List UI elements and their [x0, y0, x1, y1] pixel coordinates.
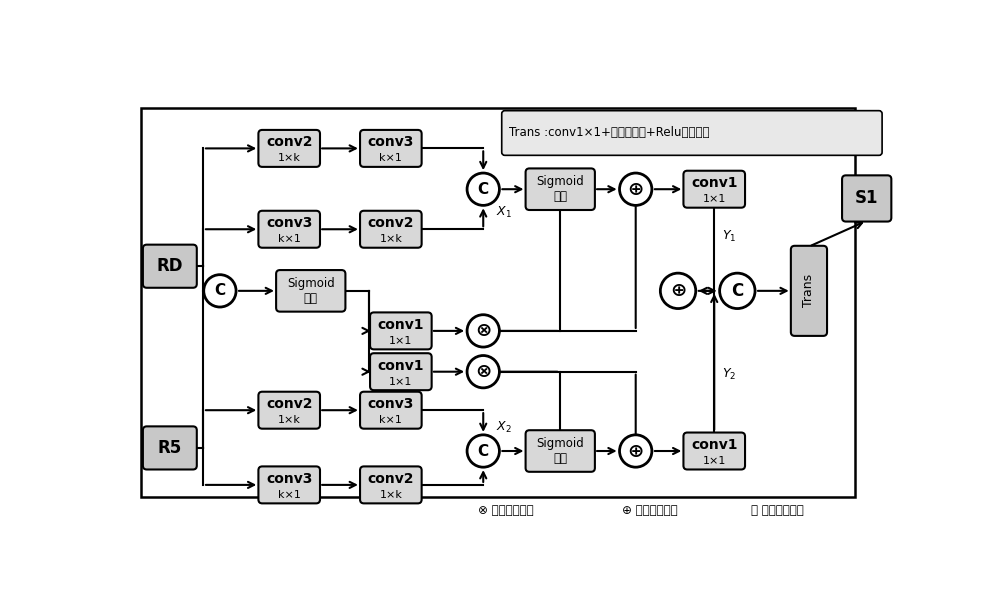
- Text: conv2: conv2: [368, 472, 414, 486]
- Text: conv2: conv2: [266, 136, 312, 149]
- Text: ⊕: ⊕: [670, 281, 686, 300]
- Text: conv2: conv2: [368, 216, 414, 230]
- Text: conv1: conv1: [691, 176, 737, 190]
- Text: conv3: conv3: [368, 397, 414, 411]
- Text: ⊗ 元素相乘操作: ⊗ 元素相乘操作: [478, 504, 533, 517]
- Text: C: C: [731, 282, 743, 300]
- Circle shape: [620, 435, 652, 467]
- FancyBboxPatch shape: [526, 168, 595, 210]
- Text: ⊕ 元素相加操纵: ⊕ 元素相加操纵: [622, 504, 677, 517]
- Text: C: C: [214, 283, 225, 298]
- Text: 1×k: 1×k: [379, 490, 402, 500]
- Text: Sigmoid
激活: Sigmoid 激活: [536, 175, 584, 203]
- Text: ⊗: ⊗: [475, 321, 491, 340]
- Text: C: C: [478, 181, 489, 197]
- FancyBboxPatch shape: [502, 111, 882, 155]
- FancyBboxPatch shape: [258, 466, 320, 503]
- Text: k×1: k×1: [278, 234, 301, 244]
- FancyBboxPatch shape: [360, 211, 422, 248]
- Circle shape: [467, 173, 499, 205]
- Text: 1×k: 1×k: [379, 234, 402, 244]
- Text: R5: R5: [158, 439, 182, 457]
- Text: $X_1$: $X_1$: [496, 205, 512, 220]
- Text: 1×1: 1×1: [703, 456, 726, 466]
- Text: 1×1: 1×1: [389, 336, 413, 346]
- FancyBboxPatch shape: [683, 171, 745, 208]
- Text: $Y_2$: $Y_2$: [722, 367, 736, 383]
- FancyBboxPatch shape: [258, 130, 320, 167]
- Text: conv1: conv1: [691, 438, 737, 452]
- Text: Sigmoid
激活: Sigmoid 激活: [287, 277, 335, 305]
- Circle shape: [720, 273, 755, 309]
- Text: C: C: [478, 443, 489, 459]
- FancyBboxPatch shape: [370, 353, 432, 390]
- Text: conv3: conv3: [266, 216, 312, 230]
- Circle shape: [467, 315, 499, 347]
- Text: k×1: k×1: [379, 415, 402, 425]
- Text: conv1: conv1: [378, 359, 424, 372]
- Text: conv2: conv2: [266, 397, 312, 411]
- Circle shape: [467, 356, 499, 388]
- Text: Ⓢ 元素串联操作: Ⓢ 元素串联操作: [751, 504, 804, 517]
- FancyBboxPatch shape: [360, 130, 422, 167]
- Text: Trans :conv1×1+批量归一化+Relu激活函数: Trans :conv1×1+批量归一化+Relu激活函数: [509, 127, 710, 139]
- Text: ⊕: ⊕: [628, 441, 644, 461]
- FancyBboxPatch shape: [360, 466, 422, 503]
- Text: 1×k: 1×k: [278, 154, 301, 163]
- FancyBboxPatch shape: [370, 312, 432, 349]
- Text: 1×1: 1×1: [389, 377, 413, 387]
- FancyBboxPatch shape: [842, 176, 891, 221]
- Text: k×1: k×1: [379, 154, 402, 163]
- FancyBboxPatch shape: [683, 433, 745, 469]
- Text: ⊗: ⊗: [475, 362, 491, 381]
- Text: Sigmoid
激活: Sigmoid 激活: [536, 437, 584, 465]
- Text: ⊕: ⊕: [628, 180, 644, 199]
- Circle shape: [204, 275, 236, 307]
- Circle shape: [620, 173, 652, 205]
- Text: S1: S1: [855, 189, 878, 208]
- Circle shape: [660, 273, 696, 309]
- FancyBboxPatch shape: [360, 392, 422, 428]
- Text: Trans: Trans: [802, 274, 815, 308]
- Text: $Y_1$: $Y_1$: [722, 228, 736, 244]
- Text: conv1: conv1: [378, 318, 424, 332]
- Circle shape: [467, 435, 499, 467]
- FancyBboxPatch shape: [276, 270, 345, 312]
- FancyBboxPatch shape: [143, 427, 197, 469]
- FancyBboxPatch shape: [258, 211, 320, 248]
- Text: conv3: conv3: [266, 472, 312, 486]
- Text: k×1: k×1: [278, 490, 301, 500]
- Text: $X_2$: $X_2$: [496, 420, 512, 436]
- FancyBboxPatch shape: [791, 246, 827, 336]
- Text: 1×k: 1×k: [278, 415, 301, 425]
- FancyBboxPatch shape: [258, 392, 320, 428]
- FancyBboxPatch shape: [526, 430, 595, 472]
- Text: 1×1: 1×1: [703, 194, 726, 204]
- FancyBboxPatch shape: [143, 245, 197, 288]
- Text: conv3: conv3: [368, 136, 414, 149]
- Text: RD: RD: [157, 257, 183, 275]
